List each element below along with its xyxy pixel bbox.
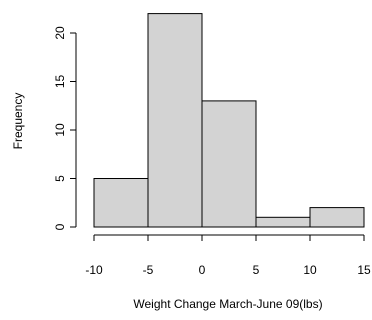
x-axis-title: Weight Change March-June 09(lbs) <box>133 297 322 311</box>
histogram-bar-3 <box>201 100 257 228</box>
histogram-bar-4 <box>255 216 311 228</box>
x-tick-label: 0 <box>199 263 206 277</box>
x-tick-label: -10 <box>85 263 103 277</box>
x-tick-label: 5 <box>253 263 260 277</box>
histogram-bar-2 <box>147 13 203 228</box>
x-tick-label: 10 <box>303 263 317 277</box>
y-axis-title: Frequency <box>11 93 25 150</box>
y-tick-label: 0 <box>53 223 67 230</box>
x-axis: -10 -5 0 5 10 15 <box>85 234 371 277</box>
y-axis: 0 5 10 15 20 <box>53 26 77 230</box>
x-tick-label: 15 <box>357 263 371 277</box>
x-tick-label: -5 <box>143 263 154 277</box>
histogram-bar-5 <box>309 207 365 228</box>
y-tick-label: 20 <box>53 26 67 40</box>
histogram-bar-1 <box>93 178 149 228</box>
y-tick-label: 10 <box>53 123 67 137</box>
y-tick-label: 15 <box>53 75 67 89</box>
bars-layer <box>93 13 365 228</box>
y-tick-label: 5 <box>53 175 67 182</box>
